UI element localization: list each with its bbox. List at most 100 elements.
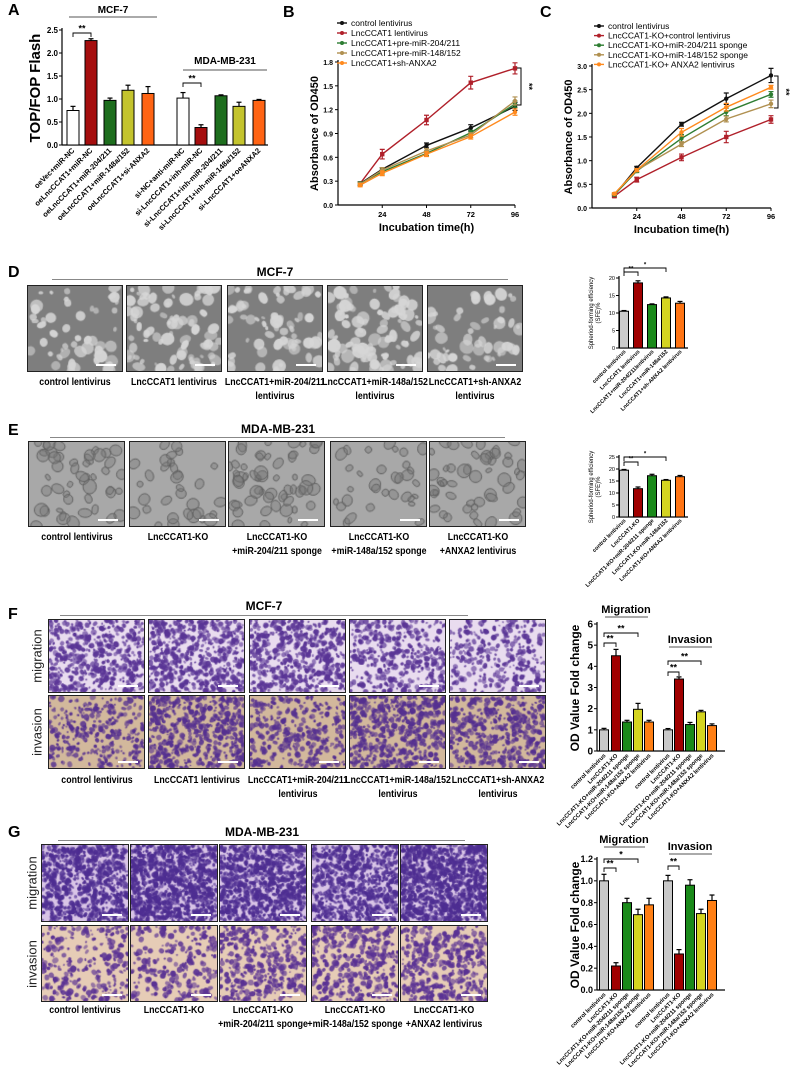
scale-bar [519, 685, 539, 687]
y-tick-label: 10 [609, 311, 615, 317]
condition-label: control lentivirus [49, 1005, 121, 1016]
y-tick-label: 1.0 [580, 876, 593, 886]
y-tick-label: 1.5 [577, 135, 587, 142]
y-tick-label: 1.0 [577, 159, 587, 166]
condition-label: LncCCAT1-KO [348, 532, 409, 543]
x-tick-label: 96 [767, 212, 775, 221]
bar-migration-4 [644, 721, 654, 752]
legend-marker [340, 61, 344, 65]
legend-label: LncCCAT1 lentivirus [351, 28, 428, 38]
condition-label: LncCCAT1-KO [324, 1005, 386, 1016]
condition-label-line2: +miR-204/211 sponge [231, 546, 322, 557]
bar-mcf-7-2 [103, 99, 117, 146]
y-tick-label: 0 [612, 515, 615, 521]
micrograph-texture [350, 696, 445, 768]
scale-bar [372, 914, 392, 916]
data-point [768, 73, 774, 78]
significance-bracket [72, 32, 92, 37]
y-tick-label: 0.6 [323, 155, 333, 162]
bar-mcf-7-3 [121, 89, 135, 146]
x-axis-label: Incubation time(h) [634, 224, 730, 236]
micrograph-texture [131, 845, 217, 921]
condition-label-line2: +miR-204/211 sponge [218, 1019, 308, 1030]
condition-label: LncCCAT1+sh-ANXA2 [428, 377, 522, 388]
data-point-square [512, 66, 518, 71]
condition-label: LncCCAT1 lentivirus [131, 377, 217, 388]
data-point [679, 136, 684, 141]
significance-marker: ** [617, 624, 625, 634]
bar-invasion-4 [707, 899, 717, 991]
legend-marker [340, 21, 344, 25]
group-title: MDA-MB-231 [194, 56, 256, 67]
scale-bar [218, 761, 238, 763]
legend-marker [597, 33, 601, 38]
y-tick-label: 0 [587, 747, 593, 758]
condition-label: LncCCAT1-KO [147, 532, 208, 543]
bar-migration-3 [633, 914, 643, 991]
micrograph [429, 441, 526, 527]
y-tick-label: 2.5 [577, 88, 587, 95]
condition-label-line2: lentivirus [477, 789, 518, 800]
scale-bar [496, 364, 516, 366]
legend-label: LncCCAT1+pre-miR-148/152 [351, 48, 461, 58]
significance-marker: ** [781, 88, 790, 96]
significance-bracket [623, 267, 667, 272]
y-tick-label: 0.5 [577, 182, 587, 189]
micrograph [48, 695, 145, 769]
y-tick-label: 1.5 [47, 72, 59, 81]
y-tick-label: 0.5 [47, 118, 59, 127]
condition-label-line2: +miR-148a/152 sponge [330, 546, 427, 557]
data-point-square [634, 177, 639, 182]
panel-label-g: G [8, 824, 21, 841]
scale-bar [396, 364, 416, 366]
scale-bar [400, 519, 420, 521]
y-axis-label: TOP/FOP Flash [27, 34, 44, 143]
bar-invasion-3 [696, 711, 706, 752]
micrograph [427, 285, 523, 372]
y-tick-label: 2.5 [47, 26, 59, 35]
data-point [468, 134, 473, 139]
condition-label: control lentivirus [40, 532, 113, 543]
series-line [359, 67, 516, 184]
y-tick-label: 2.0 [577, 111, 587, 118]
y-axis-label: Spheriod-forming efficiency [589, 451, 595, 524]
scale-bar [319, 761, 339, 763]
bar-migration-0 [599, 729, 609, 752]
data-point-square [424, 117, 429, 123]
bar-invasion-2 [685, 884, 695, 991]
bar-invasion-1 [674, 953, 684, 991]
y-tick-label: 0.8 [580, 898, 593, 908]
data-point-square [724, 134, 729, 140]
scale-bar [102, 914, 122, 916]
legend-label: control lentivirus [608, 21, 669, 31]
scale-bar [98, 519, 118, 521]
micrograph-texture [450, 696, 545, 768]
data-point [724, 96, 729, 101]
scale-bar [461, 914, 481, 916]
cell-line-title: MDA-MB-231 [224, 825, 300, 839]
micrograph [227, 285, 323, 372]
micrograph-texture [28, 286, 122, 371]
scale-bar [461, 994, 481, 996]
y-tick-label: 2.0 [47, 49, 59, 58]
bar-invasion-1 [674, 678, 684, 752]
legend-marker [340, 41, 344, 45]
bar-group-2 [647, 475, 657, 518]
scale-bar [372, 994, 392, 996]
micrograph-texture [328, 286, 422, 371]
micrograph-texture [401, 926, 487, 1001]
bar-invasion-4 [707, 725, 717, 752]
micrograph-texture [127, 286, 221, 371]
data-point [679, 141, 684, 147]
legend-marker [340, 31, 344, 35]
y-tick-label: 3 [587, 683, 593, 694]
micrograph-texture [42, 926, 128, 1001]
x-axis-label: Incubation time(h) [379, 222, 475, 234]
micrograph [219, 925, 307, 1002]
legend-label: LncCCAT1-KO+ ANXA2 lentivirus [608, 59, 735, 69]
bar-mda-mb-231-3 [232, 105, 246, 146]
bar-group-0 [619, 469, 629, 518]
significance-bracket [623, 461, 639, 466]
micrograph-texture [312, 926, 398, 1001]
